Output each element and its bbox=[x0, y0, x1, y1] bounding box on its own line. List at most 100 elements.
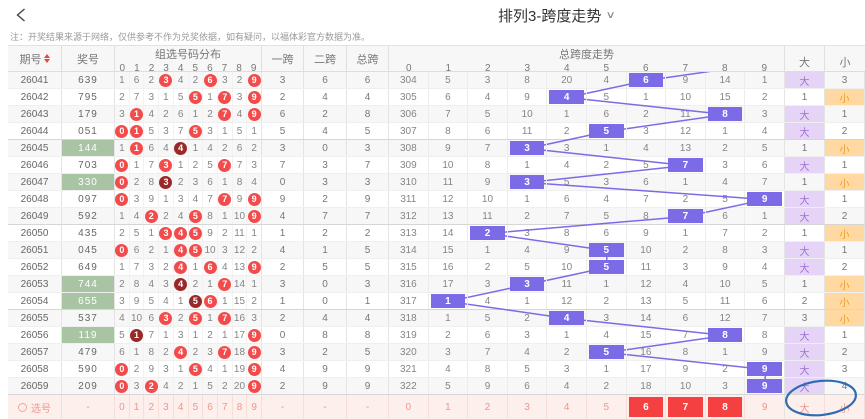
select-trend-digit[interactable]: 7 bbox=[666, 395, 706, 419]
trend-cell: 1 bbox=[547, 327, 587, 343]
dist-cell: 3 bbox=[203, 344, 218, 360]
issue-cell: 26045 bbox=[8, 140, 62, 156]
select-trend-digit[interactable]: 6 bbox=[627, 395, 667, 419]
issue-column-header[interactable]: 期号 bbox=[8, 46, 62, 71]
hit-circle: 4 bbox=[174, 141, 188, 155]
dist-cell: 17 bbox=[233, 327, 248, 343]
trend-cells: 306 7 5 10 1 6 2 11 8 3 bbox=[389, 106, 785, 122]
dist-cell: 16 bbox=[233, 310, 248, 326]
total-span-cell: 6 bbox=[347, 72, 389, 88]
span2-cell: 4 bbox=[304, 310, 347, 326]
select-trend-digit[interactable]: 5 bbox=[587, 395, 627, 419]
hit-circle: 3 bbox=[159, 175, 173, 189]
select-digit[interactable]: 6 bbox=[203, 395, 218, 419]
total-span-column-header: 总跨 bbox=[347, 46, 389, 71]
trend-cell: 2 bbox=[508, 208, 548, 224]
select-label-cell[interactable]: 选号 bbox=[8, 395, 62, 419]
hit-circle: 7 bbox=[218, 277, 232, 291]
trend-cell: 4 bbox=[587, 72, 627, 88]
dist-cell: 7 bbox=[144, 327, 160, 343]
select-trend-digit[interactable]: 0 bbox=[389, 395, 429, 419]
trend-cell: 15 bbox=[429, 242, 469, 258]
select-digit[interactable]: 0 bbox=[115, 395, 130, 419]
trend-cell: 316 bbox=[389, 276, 429, 292]
trend-cells: 313 14 2 3 8 6 9 1 7 2 bbox=[389, 225, 785, 241]
dist-cell: 6 bbox=[174, 106, 189, 122]
dist-cell: 1 bbox=[130, 327, 145, 343]
trend-cell: 2 bbox=[508, 310, 548, 326]
dist-cell: 2 bbox=[174, 174, 189, 190]
select-trend-digit[interactable]: 1 bbox=[429, 395, 469, 419]
small-column-header: 小 bbox=[839, 57, 851, 69]
total-span-cell: 9 bbox=[347, 191, 389, 207]
trend-cell: 5 bbox=[745, 276, 785, 292]
select-big-cell[interactable]: 大 bbox=[785, 395, 825, 419]
big-cell: 1 bbox=[785, 276, 825, 292]
dist-cell: 7 bbox=[218, 276, 233, 292]
back-icon[interactable] bbox=[14, 7, 30, 23]
dist-cell: 1 bbox=[174, 361, 189, 377]
select-trend-digit[interactable]: 4 bbox=[547, 395, 587, 419]
select-radio[interactable] bbox=[18, 402, 27, 412]
big-cell: 1 bbox=[785, 225, 825, 241]
select-digit[interactable]: 5 bbox=[189, 395, 204, 419]
dist-cell: 3 bbox=[218, 242, 233, 258]
trend-cell: 1 bbox=[706, 123, 746, 139]
dist-cell: 2 bbox=[218, 225, 233, 241]
dist-cell: 1 bbox=[203, 89, 218, 105]
select-digit[interactable]: 7 bbox=[218, 395, 233, 419]
dist-cell: 9 bbox=[247, 72, 263, 88]
trend-cell: 9 bbox=[745, 344, 785, 360]
trend-cell: 6 bbox=[745, 293, 785, 309]
hit-circle: 4 bbox=[174, 243, 188, 257]
select-digit[interactable]: 1 bbox=[130, 395, 145, 419]
distribution-cells: 0 6 2 1 4 5 10 3 12 2 bbox=[115, 242, 263, 258]
trend-cell: 12 bbox=[706, 310, 746, 326]
trend-cell: 305 bbox=[389, 89, 429, 105]
select-trend-digit[interactable]: 9 bbox=[745, 395, 785, 419]
select-trend-digit[interactable]: 3 bbox=[508, 395, 548, 419]
span2-cell: 5 bbox=[304, 259, 347, 275]
issue-cell: 26058 bbox=[8, 361, 62, 377]
page-title: 排列3-跨度走势 bbox=[498, 8, 602, 25]
dist-cell: 3 bbox=[174, 191, 189, 207]
dist-cell: 2 bbox=[159, 106, 174, 122]
trend-hl-cell: 5 bbox=[587, 259, 627, 275]
trend-cell: 6 bbox=[468, 327, 508, 343]
trend-cell: 12 bbox=[547, 293, 587, 309]
dist-cell: 4 bbox=[218, 259, 233, 275]
prize-cell: 479 bbox=[62, 344, 115, 360]
select-digit[interactable]: 3 bbox=[159, 395, 174, 419]
trend-cell: 5 bbox=[666, 293, 706, 309]
dist-cell: 2 bbox=[159, 259, 174, 275]
total-span-cell: 5 bbox=[347, 123, 389, 139]
select-small-cell[interactable]: 小 bbox=[825, 395, 865, 419]
select-trend-digit[interactable]: 2 bbox=[468, 395, 508, 419]
total-span-cell: 7 bbox=[347, 157, 389, 173]
digit-column-header: 6 bbox=[642, 63, 649, 74]
dist-cell: 2 bbox=[189, 276, 204, 292]
table-body: 26041 639 1 6 2 3 4 2 6 3 2 9 3 6 6 304 5 3 8 20 4 6 9 14 1 大 3 260… bbox=[8, 72, 865, 419]
trend-cells: 304 5 3 8 20 4 6 9 14 1 bbox=[389, 72, 785, 88]
trend-cell: 5 bbox=[468, 310, 508, 326]
trend-cell: 5 bbox=[468, 106, 508, 122]
select-digit[interactable]: 9 bbox=[247, 395, 263, 419]
select-digit[interactable]: 4 bbox=[174, 395, 189, 419]
dist-cell: 4 bbox=[174, 276, 189, 292]
hit-circle: 9 bbox=[247, 90, 261, 104]
dist-cell: 5 bbox=[188, 293, 204, 309]
prize-cell: 592 bbox=[62, 208, 115, 224]
span1-cell: 2 bbox=[262, 310, 304, 326]
digit-column-header: 3 bbox=[163, 63, 169, 74]
trend-cells: 311 12 10 1 6 4 7 2 5 9 bbox=[389, 191, 785, 207]
prize-cell: 330 bbox=[62, 174, 115, 190]
select-trend-digit[interactable]: 8 bbox=[706, 395, 746, 419]
trend-hl-cell: 9 bbox=[745, 378, 785, 394]
dist-cell: 3 bbox=[144, 259, 160, 275]
trend-cell: 13 bbox=[627, 293, 667, 309]
select-digit[interactable]: 8 bbox=[233, 395, 248, 419]
select-digit[interactable]: 2 bbox=[144, 395, 160, 419]
title-dropdown[interactable]: 排列3-跨度走势 ∨ bbox=[498, 5, 616, 26]
